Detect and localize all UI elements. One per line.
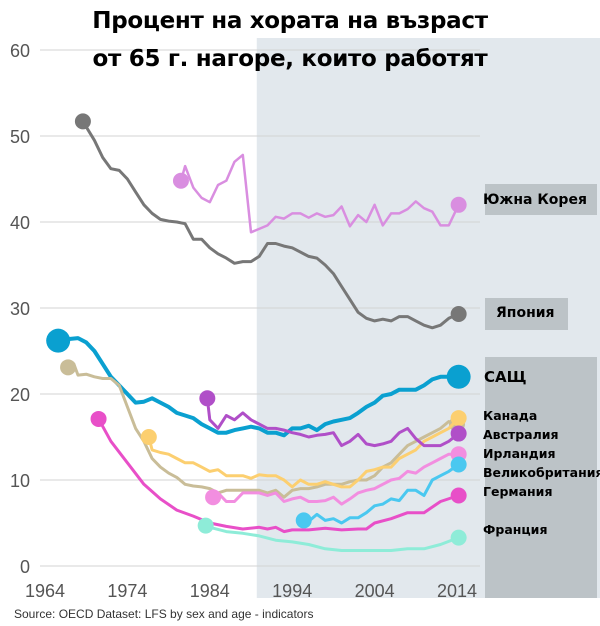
series-line-4 xyxy=(147,416,461,489)
series-label: Великобритания xyxy=(483,465,600,480)
series-start-dot-7 xyxy=(295,512,312,529)
series-line-3 xyxy=(66,362,459,499)
x-tick-label: 2014 xyxy=(437,581,477,601)
x-tick-label: 1984 xyxy=(190,581,230,601)
y-tick-label: 20 xyxy=(10,385,30,405)
label-box-others xyxy=(485,357,597,598)
series-label: Япония xyxy=(496,305,555,321)
series-start-dot-3 xyxy=(60,359,77,376)
series-label: Южна Корея xyxy=(483,192,587,208)
series-start-dot-1 xyxy=(74,113,91,130)
series-start-dot-9 xyxy=(197,517,214,534)
series-label: Канада xyxy=(483,408,538,423)
series-line-5 xyxy=(205,396,461,448)
series-start-dot-5 xyxy=(199,390,216,407)
series-label: Германия xyxy=(483,484,553,499)
series-label: САЩ xyxy=(484,368,527,386)
series-start-dot-8 xyxy=(90,410,107,427)
label-box-korea xyxy=(485,184,597,215)
series-label: Франция xyxy=(483,522,548,537)
y-tick-label: 40 xyxy=(10,213,30,233)
series-start-dot-4 xyxy=(140,429,157,445)
series-start-dot-0 xyxy=(172,172,189,189)
chart-title-line-1: Процент на хората на възраст xyxy=(92,8,488,34)
series-line-1 xyxy=(81,119,461,330)
series-label: Ирландия xyxy=(483,446,556,461)
label-box-japan xyxy=(485,298,568,330)
series-line-8 xyxy=(97,417,461,534)
x-tick-label: 1994 xyxy=(272,581,312,601)
chart-title-line-2: от 65 г. нагоре, които работят xyxy=(92,46,488,72)
x-tick-label: 1964 xyxy=(25,581,65,601)
series-start-dot-6 xyxy=(205,489,222,506)
y-tick-label: 10 xyxy=(10,471,30,491)
y-tick-label: 50 xyxy=(10,127,30,147)
x-tick-label: 2004 xyxy=(355,581,395,601)
source-note: Source: OECD Dataset: LFS by sex and age… xyxy=(14,607,314,621)
series-end-dot-4 xyxy=(450,410,467,427)
series-end-dot-0 xyxy=(450,196,467,213)
series-line-6 xyxy=(211,452,461,506)
series-end-dot-9 xyxy=(450,529,467,546)
series-line-0 xyxy=(179,153,460,234)
series-line-7 xyxy=(302,463,461,525)
x-tick-label: 1974 xyxy=(107,581,147,601)
y-tick-label: 30 xyxy=(10,299,30,319)
series-end-dot-8 xyxy=(450,487,467,504)
series-start-dot-2 xyxy=(46,328,71,353)
series-end-dot-7 xyxy=(450,456,467,473)
y-tick-label: 60 xyxy=(10,41,30,61)
series-end-dot-5 xyxy=(450,425,467,442)
y-tick-label: 0 xyxy=(20,557,30,577)
series-label: Австралия xyxy=(483,427,559,442)
series-line-2 xyxy=(56,336,461,438)
series-end-dot-1 xyxy=(450,306,467,323)
series-line-9 xyxy=(204,524,461,552)
series-end-dot-2 xyxy=(446,364,471,389)
